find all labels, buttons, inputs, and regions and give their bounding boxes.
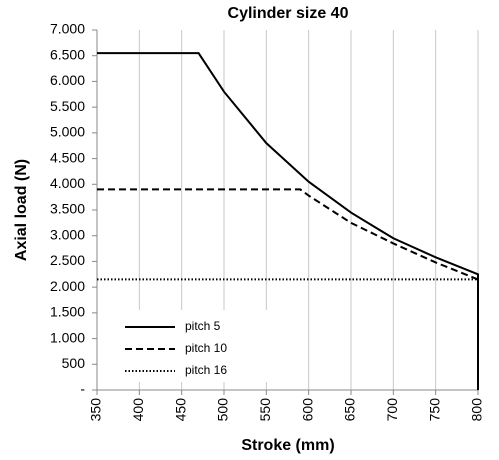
x-tick-label: 600 [299,398,315,422]
y-tick-label: 3.500 [50,201,85,217]
x-tick-label: 450 [172,398,188,422]
y-tick-label: 6.000 [50,72,85,88]
x-tick-label: 700 [384,398,400,422]
series-line [97,52,479,390]
x-tick-label: 550 [257,398,273,422]
legend-label: pitch 16 [185,363,227,377]
y-tick-label: 7.000 [50,21,85,37]
y-tick-label: 4.000 [50,175,85,191]
legend-label: pitch 10 [185,341,227,355]
legend-label: pitch 5 [185,319,221,333]
y-tick-label: 500 [62,355,86,371]
series-line [97,188,479,281]
y-tick-label: 5.500 [50,98,85,114]
legend-box [115,310,270,382]
y-tick-label: 4.500 [50,149,85,165]
x-axis-title: Stroke (mm) [241,437,334,454]
y-tick-label: 6.500 [50,46,85,62]
x-tick-label: 350 [88,398,104,422]
y-tick-label: 3.000 [50,226,85,242]
x-tick-label: 750 [426,398,442,422]
chart-title: Cylinder size 40 [228,5,349,22]
y-tick-label: 5.000 [50,124,85,140]
x-tick-label: 500 [215,398,231,422]
x-tick-label: 800 [469,398,485,422]
y-tick-label: 1.000 [50,329,85,345]
x-tick-label: 400 [130,398,146,422]
y-tick-label: 2.000 [50,278,85,294]
y-axis-title: Axial load (N) [13,159,30,261]
y-tick-label: 1.500 [50,304,85,320]
y-tick-label: 2.500 [50,252,85,268]
y-tick-label: - [80,381,85,397]
x-tick-label: 650 [342,398,358,422]
